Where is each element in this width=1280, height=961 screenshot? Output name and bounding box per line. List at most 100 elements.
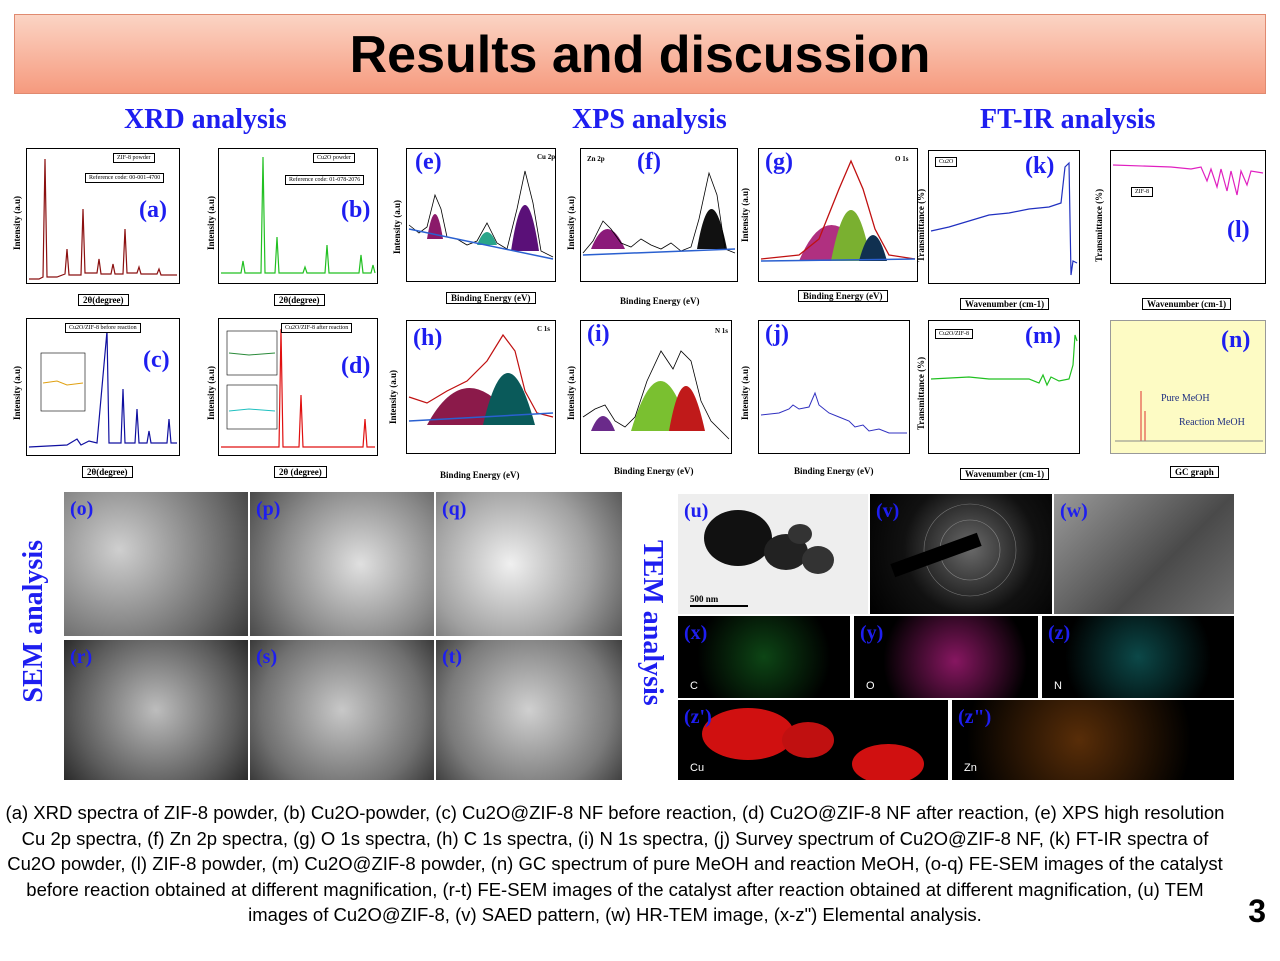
plot-k: (k) Cu2O — [928, 150, 1080, 284]
d-xlabel: 2θ (degree) — [274, 466, 327, 478]
plot-j: (j) — [758, 320, 910, 454]
page-number: 3 — [1248, 893, 1266, 929]
f-label: (f) — [637, 149, 661, 175]
map-o-signal — [854, 616, 1038, 698]
n-pure: Pure MeOH — [1161, 393, 1210, 404]
sem-image-r: (r) — [64, 640, 248, 780]
plot-g: (g) O 1s — [758, 148, 918, 282]
plot-g-trace — [760, 159, 916, 262]
b-ylabel: Intensity (a.u) — [206, 195, 216, 250]
sem-label-p: (p) — [256, 498, 281, 520]
g-xlabel: Binding Energy (eV) — [798, 290, 888, 302]
sem-image-s: (s) — [250, 640, 434, 780]
f-xlabel: Binding Energy (eV) — [620, 296, 700, 306]
map-label-y: (y) — [860, 622, 884, 644]
e-label: (e) — [415, 149, 442, 175]
c-legend: Cu2O/ZIF-8 before reaction — [65, 323, 141, 333]
n-reaction: Reaction MeOH — [1179, 417, 1245, 428]
map-label-z1: (z') — [684, 706, 712, 728]
b-legend: Cu2O powder — [313, 153, 355, 163]
j-label: (j) — [765, 321, 789, 347]
page-title: Results and discussion — [349, 26, 931, 84]
d-legend: Cu2O/ZIF-8 after reaction — [281, 323, 353, 333]
plot-e-trace — [408, 170, 554, 260]
xrd-heading: XRD analysis — [124, 104, 287, 135]
plot-f-trace — [582, 171, 736, 256]
g-ylabel: Intensity (a.u) — [740, 187, 750, 242]
b-xlabel: 2θ(degree) — [274, 294, 325, 306]
j-ylabel: Intensity (a.u) — [740, 365, 750, 420]
map-label-x: (x) — [684, 622, 708, 644]
l-xlabel: Wavenumber (cm-1) — [1142, 298, 1232, 310]
plot-m: (m) Cu2O/ZIF-8 — [928, 320, 1080, 454]
i-tag: N 1s — [715, 327, 729, 335]
title-banner: Results and discussion — [14, 14, 1266, 94]
ftir-heading: FT-IR analysis — [980, 104, 1156, 135]
g-tag: O 1s — [895, 155, 909, 163]
gc-graph: (n) Pure MeOH Reaction MeOH — [1110, 320, 1266, 454]
h-ylabel: Intensity (a.u) — [388, 369, 398, 424]
e-ylabel: Intensity (a.u) — [392, 199, 402, 254]
sem-label-s: (s) — [256, 646, 278, 668]
plot-i-trace — [582, 350, 730, 440]
map-cu-signal — [702, 708, 924, 780]
a-ylabel: Intensity (a.u) — [12, 195, 22, 250]
k-label: (k) — [1025, 153, 1055, 179]
l-legend: ZIF-8 — [1131, 187, 1153, 197]
plot-d: (d) Cu2O/ZIF-8 after reaction — [218, 318, 378, 456]
i-xlabel: Binding Energy (eV) — [614, 466, 694, 476]
sem-image-q: (q) — [436, 492, 622, 636]
c-xlabel: 2θ(degree) — [82, 466, 133, 478]
i-label: (i) — [587, 321, 610, 347]
h-tag: C 1s — [537, 325, 551, 333]
l-label: (l) — [1227, 217, 1250, 243]
f-tag: Zn 2p — [587, 155, 605, 163]
c-ylabel: Intensity (a.u) — [12, 365, 22, 420]
e-tag: Cu 2p — [537, 153, 556, 161]
figure-caption: (a) XRD spectra of ZIF-8 powder, (b) Cu2… — [5, 802, 1225, 925]
plot-i: (i) N 1s — [580, 320, 732, 454]
e-xlabel: Binding Energy (eV) — [446, 292, 536, 304]
tem-label-v: (v) — [876, 500, 900, 522]
a-ref: Reference code: 00-001-4700 — [85, 173, 165, 183]
d-label: (d) — [341, 353, 371, 379]
h-xlabel: Binding Energy (eV) — [440, 470, 520, 480]
m-label: (m) — [1025, 323, 1061, 349]
map-element-c: C — [690, 680, 698, 692]
m-ylabel: Transmittance (%) — [916, 356, 926, 430]
k-legend: Cu2O — [935, 157, 958, 167]
gc-trace — [1115, 391, 1263, 442]
map-element-n: N — [1054, 680, 1062, 692]
plot-a-trace — [29, 158, 177, 280]
plot-b: (b) Cu2O powder Reference code: 01-078-2… — [218, 148, 378, 284]
m-xlabel: Wavenumber (cm-1) — [960, 468, 1050, 480]
sem-image-t: (t) — [436, 640, 622, 780]
k-xlabel: Wavenumber (cm-1) — [960, 298, 1050, 310]
a-legend: ZIF-8 powder — [113, 153, 155, 163]
b-label: (b) — [341, 197, 371, 223]
tem-particles — [690, 510, 834, 607]
tem-title: TEM analysis — [637, 540, 668, 706]
sem-image-o: (o) — [64, 492, 248, 636]
tem-label-u: (u) — [684, 500, 709, 522]
sem-label-o: (o) — [70, 498, 94, 520]
plot-h-trace — [408, 333, 554, 425]
tem-image-v: (v) — [870, 494, 1052, 614]
map-zn: (z") Zn — [952, 700, 1234, 780]
plot-h: (h) C 1s — [406, 320, 556, 454]
a-xlabel: 2θ(degree) — [78, 294, 129, 306]
tem-image-u: (u) 500 nm — [678, 494, 868, 614]
saed-rings — [890, 503, 1017, 597]
b-ref: Reference code: 01-078-2076 — [285, 175, 365, 185]
plot-c: (c) Cu2O/ZIF-8 before reaction — [26, 318, 180, 456]
c-label: (c) — [143, 347, 170, 373]
map-cu: (z') Cu — [678, 700, 948, 780]
map-n-signal — [1042, 616, 1234, 698]
j-xlabel: Binding Energy (eV) — [794, 466, 874, 476]
a-label: (a) — [139, 197, 167, 223]
map-c-signal — [678, 616, 850, 698]
plot-f: (f) Zn 2p — [580, 148, 738, 282]
map-label-z2: (z") — [958, 706, 992, 728]
plot-e: (e) Cu 2p — [406, 148, 556, 282]
plot-c-trace — [28, 330, 177, 448]
